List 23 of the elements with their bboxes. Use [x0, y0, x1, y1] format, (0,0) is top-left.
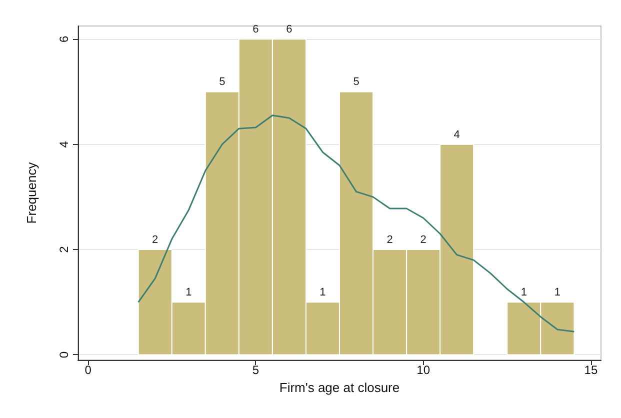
y-tick-label: 6 — [57, 35, 71, 42]
y-tick-label: 0 — [57, 351, 71, 358]
data-label: 1 — [186, 286, 192, 299]
data-label: 1 — [320, 286, 326, 299]
data-label: 1 — [554, 286, 560, 299]
x-tick-label: 15 — [584, 363, 598, 377]
x-axis-title: Firm's age at closure — [279, 380, 400, 395]
line-series — [138, 114, 575, 332]
data-label: 2 — [152, 234, 158, 246]
x-tick-label: 5 — [252, 363, 260, 377]
data-label: 5 — [353, 76, 360, 88]
data-label: 4 — [454, 128, 460, 141]
data-label: 1 — [520, 286, 527, 299]
y-axis-title: Frequency — [24, 162, 39, 224]
x-tick-label: 0 — [84, 363, 92, 377]
y-tick-label: 2 — [57, 246, 71, 253]
data-label: 5 — [219, 76, 226, 88]
data-label: 2 — [420, 234, 426, 246]
data-label: 6 — [252, 24, 259, 36]
data-label: 6 — [286, 24, 292, 36]
y-tick-label: 4 — [57, 140, 71, 148]
x-tick-label: 10 — [416, 363, 430, 377]
data-label: 2 — [386, 234, 393, 246]
